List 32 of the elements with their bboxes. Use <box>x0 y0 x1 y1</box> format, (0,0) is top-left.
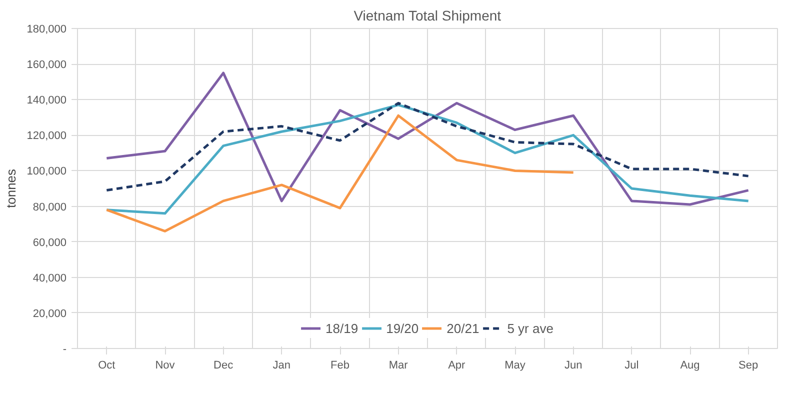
y-tick-label: 60,000 <box>32 236 67 249</box>
line-series <box>105 102 750 192</box>
x-tick-label: Aug <box>680 360 700 372</box>
x-tick-label: Nov <box>155 360 176 372</box>
chart-title: Vietnam Total Shipment <box>354 8 502 24</box>
x-tick-label: Mar <box>388 360 408 372</box>
x-tick-label: Jun <box>564 360 582 372</box>
x-tick-label: May <box>504 360 526 372</box>
y-tick-label: 120,000 <box>26 130 67 142</box>
x-tick-label: Sep <box>738 360 758 372</box>
y-tick-label: 180,000 <box>26 24 67 36</box>
x-tick-label: Jul <box>624 360 639 372</box>
line-series <box>105 114 575 232</box>
x-tick-label: Jan <box>272 360 291 372</box>
legend-label: 5 yr ave <box>507 320 554 336</box>
y-tick-label: 160,000 <box>26 59 67 72</box>
line-series <box>105 72 750 206</box>
legend-label: 20/21 <box>446 320 480 336</box>
y-tick-label: 140,000 <box>26 94 67 107</box>
x-tick-label: Feb <box>330 360 350 372</box>
line-series <box>105 104 750 215</box>
x-tick-label: Apr <box>448 360 466 372</box>
legend-label: 18/19 <box>326 320 358 336</box>
x-tick-label: Dec <box>214 360 234 372</box>
y-tick-label: 20,000 <box>32 308 67 320</box>
y-axis-title: tonnes <box>4 168 19 208</box>
legend-label: 19/20 <box>386 320 419 336</box>
x-tick-label: Oct <box>98 360 116 372</box>
y-tick-label: 100,000 <box>26 166 67 178</box>
y-tick-label: 40,000 <box>32 272 67 284</box>
y-tick-label: 80,000 <box>32 201 67 214</box>
y-tick-label: - <box>62 344 67 356</box>
